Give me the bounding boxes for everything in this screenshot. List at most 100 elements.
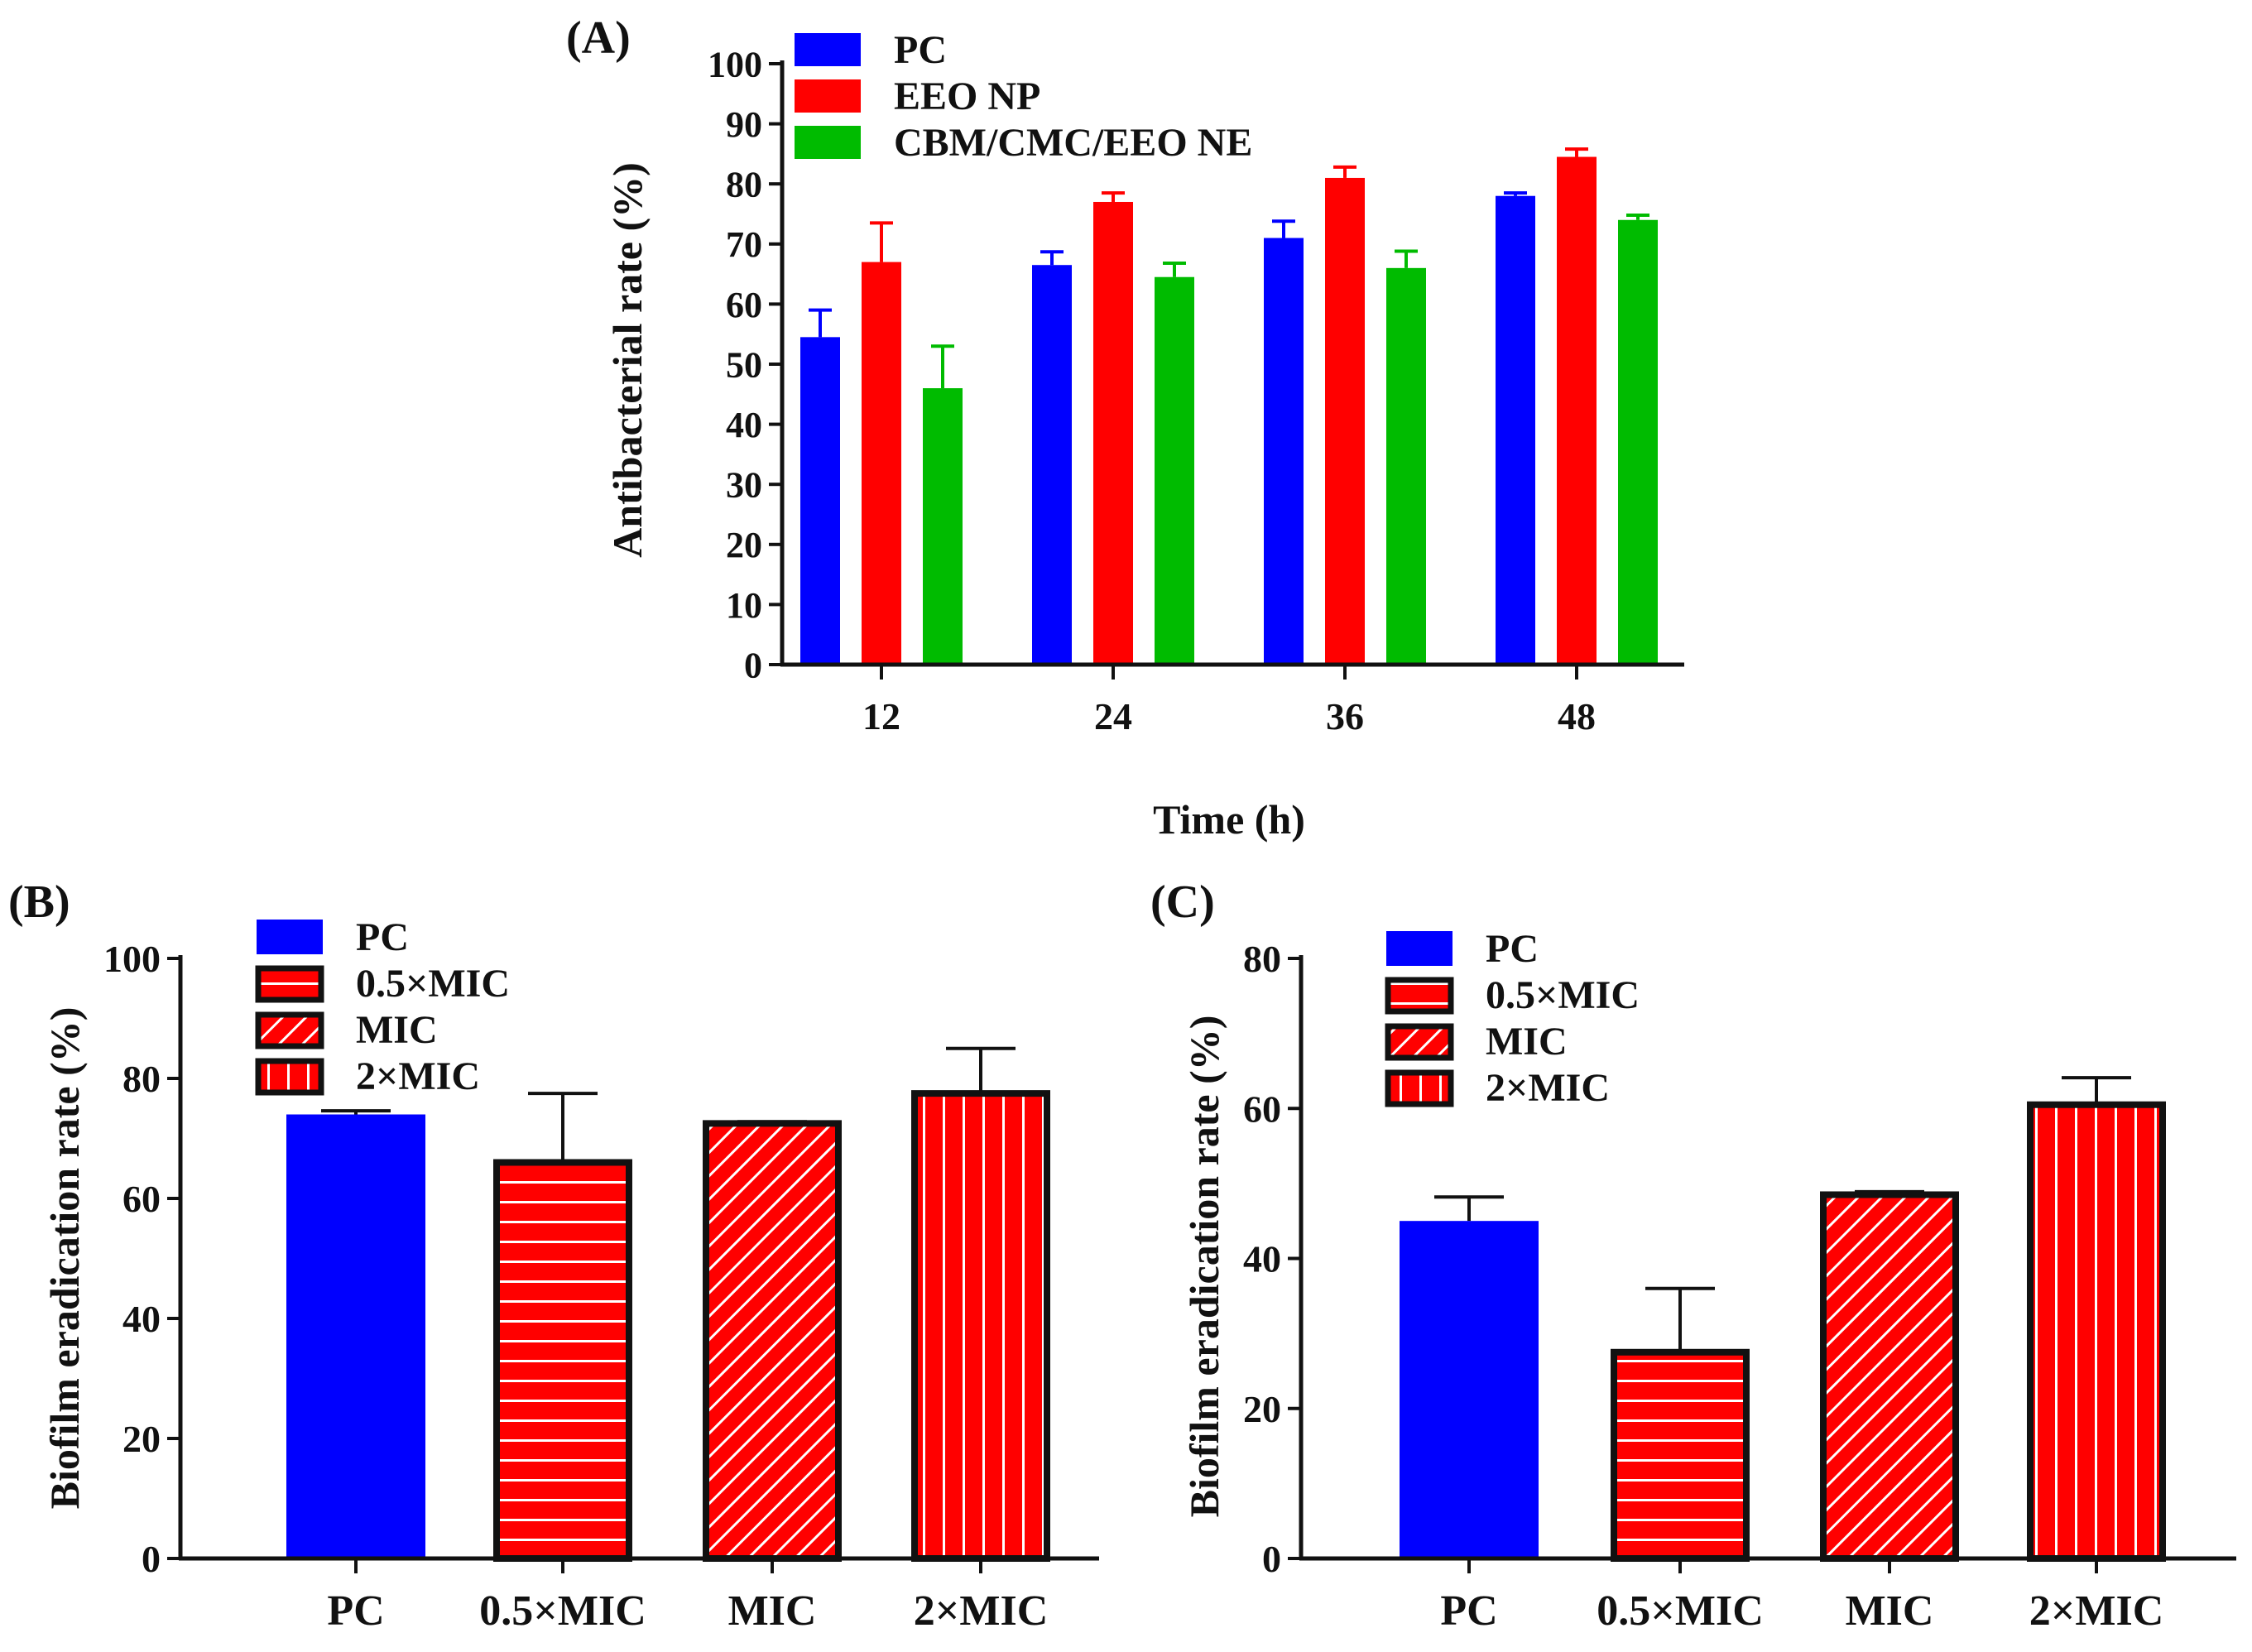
panel-a-bar-group: [923, 344, 963, 665]
panel-a-x-tick-label: 24: [1094, 695, 1132, 737]
panel-b-letter: (B): [8, 876, 70, 928]
panel-b-bar-group: [703, 1120, 842, 1562]
panel-b-y-tick-label: 100: [103, 938, 161, 980]
panel-b-axes: PC 0.5×MIC MIC 2×MIC: [178, 955, 1099, 1635]
panel-b-bar: [286, 1114, 425, 1558]
panel-a-y-axis: 0 10 20 30 40 50 60 70 80 90 100: [708, 44, 782, 685]
panel-a-bar-group: [862, 221, 901, 665]
panel-a-y-tick-label: 0: [744, 645, 762, 685]
panel-a-bar-group: [1032, 250, 1072, 665]
panel-a-legend-label: PC: [894, 28, 947, 72]
panel-a-y-tick-label: 90: [726, 104, 762, 145]
panel-a-bar: [1386, 267, 1426, 665]
panel-a-x-tick-label: 12: [862, 695, 900, 737]
panel-c-bar-group: [1400, 1195, 1539, 1558]
panel-a-bar: [1155, 276, 1194, 665]
panel-a-bar-group: [1386, 249, 1426, 665]
panel-c-bar: [2027, 1101, 2166, 1562]
panel-b-y-tick-label: 20: [122, 1418, 161, 1460]
panel-a-bar: [800, 337, 840, 665]
panel-b-y-tick-label: 80: [122, 1058, 161, 1100]
panel-b-x-tick-label: 0.5×MIC: [479, 1587, 646, 1635]
panel-c-x-tick-label: 2×MIC: [2029, 1587, 2164, 1635]
panel-c-legend-label: 0.5×MIC: [1486, 973, 1640, 1017]
panel-b-x-tick-label: 2×MIC: [914, 1587, 1049, 1635]
panel-c-bar-group: [2027, 1076, 2166, 1562]
panel-b-x-tick-label: PC: [327, 1587, 384, 1635]
panel-a-bar-group: [1264, 219, 1304, 665]
panel-b-bar-group: [911, 1046, 1050, 1562]
panel-c-bar: [1611, 1348, 1750, 1562]
panel-c-y-tick-label: 0: [1262, 1538, 1281, 1580]
panel-a-legend-label: CBM/CMC/EEO NE: [894, 121, 1252, 165]
panel-b-x-tick-label: MIC: [728, 1587, 817, 1635]
panel-a-bar-group: [1618, 213, 1658, 665]
panel-b-legend-label: 0.5×MIC: [356, 962, 510, 1006]
panel-c-legend-label: PC: [1486, 927, 1539, 971]
panel-a-y-tick-label: 20: [726, 525, 762, 565]
panel-b-bar: [911, 1090, 1050, 1562]
panel-c-legend-label: MIC: [1486, 1020, 1568, 1064]
panel-a-bar-group: [1155, 262, 1194, 665]
panel-a-ylabel: Antibacterial rate (%): [604, 162, 651, 558]
panel-b-bar: [703, 1120, 842, 1562]
panel-a-bar: [1032, 265, 1072, 665]
panel-a-bar: [1264, 238, 1304, 665]
panel-a-bar-group: [1325, 165, 1365, 665]
panel-b-bar-group: [286, 1109, 425, 1558]
panel-c-legend-swatch: [1385, 977, 1454, 1015]
panel-a-y-tick-label: 80: [726, 165, 762, 205]
panel-b-legend-swatch: [255, 1011, 324, 1049]
panel-a-bar-group: [1557, 147, 1597, 665]
panel-b-y-tick-label: 60: [122, 1178, 161, 1220]
panel-c-chart: (C) Biofilm eradication rate (%) 0 20 40 60…: [1150, 876, 2236, 1635]
panel-c-y-axis: 0 20 40 60 80: [1243, 938, 1301, 1580]
panel-b-legend-swatch: [255, 1058, 324, 1096]
panel-a-legend-label: EEO NP: [894, 74, 1040, 118]
panel-b-legend-swatch: [257, 920, 323, 954]
panel-a-legend-swatch: [795, 126, 861, 159]
panel-a-bar: [923, 388, 963, 665]
panel-a-y-tick-label: 100: [708, 44, 762, 84]
panel-a-legend-swatch: [795, 33, 861, 66]
panel-c-x-tick-label: PC: [1440, 1587, 1497, 1635]
panel-c-letter: (C): [1150, 876, 1215, 928]
panel-b-chart: (B) Biofilm eradication rate (%) 0 20 40 60…: [8, 876, 1099, 1635]
panel-a-bars: [800, 147, 1658, 665]
panel-b-legend-swatch: [255, 965, 324, 1003]
panel-a-bar-group: [800, 308, 840, 665]
panel-a-x-tick-label: 36: [1326, 695, 1364, 737]
panel-a-y-tick-label: 30: [726, 465, 762, 506]
panel-c-bar-group: [1611, 1286, 1750, 1562]
panel-c-legend-label: 2×MIC: [1486, 1066, 1610, 1110]
panel-c-bar: [1820, 1191, 1959, 1562]
panel-b-y-tick-label: 0: [142, 1538, 161, 1580]
panel-a-bar-group: [1496, 191, 1535, 665]
panel-c-bar-group: [1820, 1189, 1959, 1562]
panel-a-chart: (A) Antibacterial rate (%) Time (h) 0 10 2…: [566, 12, 1684, 843]
panel-a-y-tick-label: 70: [726, 224, 762, 265]
panel-b-y-axis: 0 20 40 60 80 100: [103, 938, 180, 1580]
panel-b-bar: [493, 1159, 632, 1562]
panel-a-legend-swatch: [795, 79, 861, 113]
panel-b-bar-group: [493, 1092, 632, 1562]
panel-c-legend-swatch: [1385, 1023, 1454, 1061]
panel-c-x-tick-label: 0.5×MIC: [1597, 1587, 1764, 1635]
panel-b-legend-label: 2×MIC: [356, 1054, 480, 1098]
panel-a-bar: [1093, 201, 1133, 665]
panel-c-ylabel: Biofilm eradication rate (%): [1181, 1016, 1227, 1518]
panel-a-y-tick-label: 50: [726, 344, 762, 385]
panel-a-bar: [1618, 219, 1658, 665]
panel-a-y-tick-label: 10: [726, 585, 762, 626]
panel-b-legend-label: MIC: [356, 1008, 438, 1052]
panel-c-y-tick-label: 40: [1243, 1238, 1281, 1280]
panel-c-y-tick-label: 80: [1243, 938, 1281, 980]
panel-a-letter: (A): [566, 12, 631, 64]
panel-c-y-tick-label: 20: [1243, 1388, 1281, 1430]
panel-c-legend-swatch: [1385, 1069, 1454, 1107]
panel-c-x-tick-label: MIC: [1846, 1587, 1934, 1635]
